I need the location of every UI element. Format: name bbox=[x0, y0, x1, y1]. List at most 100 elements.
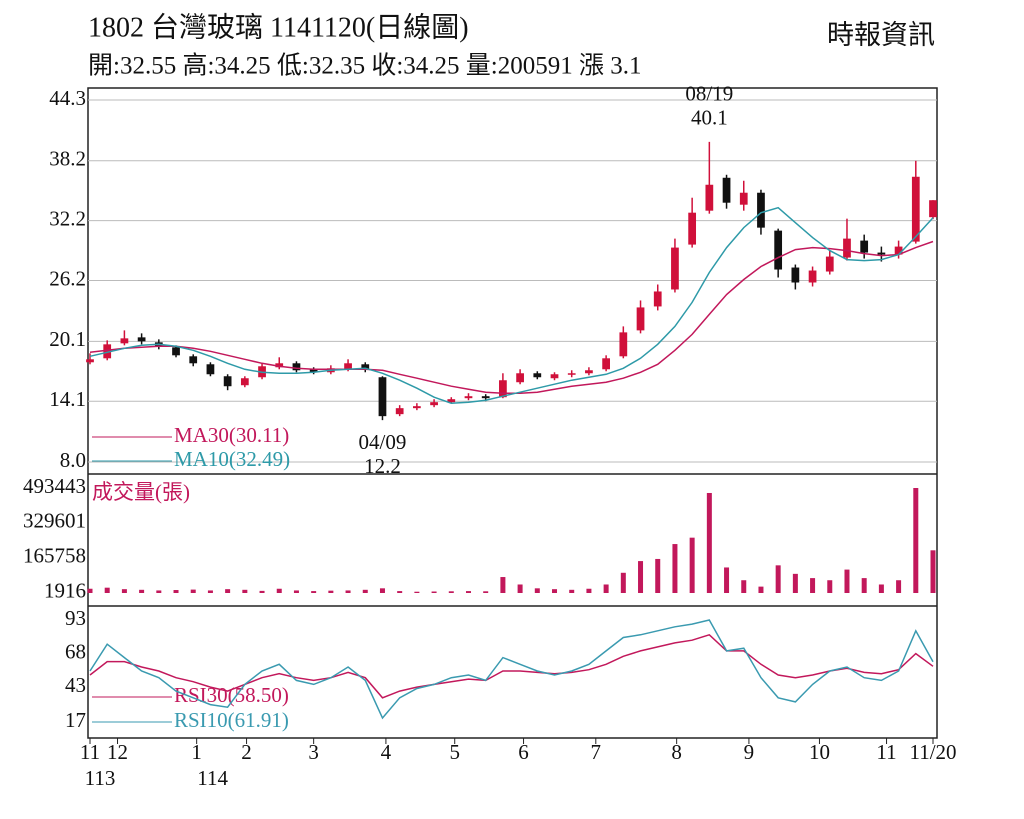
bar bbox=[792, 573, 798, 593]
y-tick-label: 93 bbox=[65, 606, 86, 630]
bar bbox=[173, 590, 179, 593]
candle-body bbox=[791, 267, 800, 283]
bar bbox=[465, 591, 471, 593]
y-tick-label: 8.0 bbox=[60, 448, 86, 472]
candle-body bbox=[206, 364, 215, 375]
frame bbox=[87, 87, 938, 739]
candle-body bbox=[103, 344, 112, 359]
line bbox=[89, 619, 934, 720]
y-tick-label: 17 bbox=[65, 708, 86, 732]
candle-body bbox=[877, 252, 886, 255]
legend-label: MA10(32.49) bbox=[174, 447, 290, 471]
candle-body bbox=[430, 402, 438, 406]
bar bbox=[861, 578, 867, 593]
x-tick-label: 11/20 bbox=[909, 740, 956, 764]
bar bbox=[397, 591, 403, 593]
bar bbox=[431, 591, 437, 593]
bar bbox=[448, 591, 454, 593]
annotation-value: 12.2 bbox=[364, 454, 401, 478]
bar bbox=[87, 588, 93, 593]
candle-body bbox=[860, 240, 869, 253]
candle-body bbox=[619, 332, 628, 357]
bar bbox=[810, 578, 816, 593]
candle-body bbox=[481, 396, 490, 399]
bar bbox=[655, 558, 661, 593]
volume-title: 成交量(張) bbox=[92, 480, 190, 504]
line bbox=[89, 206, 934, 404]
y-tick-label: 43 bbox=[65, 673, 86, 697]
bar bbox=[156, 590, 162, 593]
x-tick-label: 7 bbox=[591, 740, 602, 764]
bar bbox=[706, 492, 712, 593]
bar bbox=[827, 580, 833, 593]
chart-title: 1802 台灣玻璃 1141120(日線圖) bbox=[88, 11, 469, 43]
x-tick-label: 9 bbox=[744, 740, 755, 764]
bar bbox=[207, 590, 213, 593]
candle-body bbox=[636, 307, 645, 331]
x-tick-label: 2 bbox=[241, 740, 252, 764]
candle-body bbox=[137, 337, 146, 342]
bar bbox=[379, 588, 385, 593]
x-tick-label: 11 bbox=[80, 740, 100, 764]
bar bbox=[552, 589, 558, 593]
bar bbox=[328, 590, 334, 593]
bar bbox=[362, 589, 368, 593]
bar bbox=[896, 580, 902, 593]
candle-body bbox=[516, 373, 524, 383]
x-tick-label: 3 bbox=[308, 740, 319, 764]
candle-body bbox=[567, 373, 576, 375]
bar bbox=[672, 544, 678, 593]
y-tick-label: 493443 bbox=[23, 474, 86, 498]
bar bbox=[741, 580, 747, 593]
y-tick-label: 38.2 bbox=[49, 147, 86, 171]
candle-body bbox=[86, 359, 94, 363]
bar bbox=[345, 590, 351, 593]
bar bbox=[190, 589, 196, 593]
y-tick-label: 14.1 bbox=[49, 387, 86, 411]
y-tick-label: 44.3 bbox=[49, 86, 86, 110]
bar bbox=[913, 488, 919, 593]
summary: 開:32.55 高:34.25 低:32.35 收:34.25 量:200591… bbox=[88, 52, 641, 80]
candle-body bbox=[808, 270, 817, 283]
candle-body bbox=[533, 373, 542, 378]
candle-body bbox=[757, 192, 765, 228]
x-tick-label: 6 bbox=[518, 740, 529, 764]
candle-body bbox=[275, 363, 284, 368]
bar bbox=[930, 550, 936, 593]
bar bbox=[500, 577, 506, 593]
candle-body bbox=[774, 230, 783, 270]
candle-body bbox=[825, 256, 834, 272]
x-tick-label: 10 bbox=[809, 740, 830, 764]
x-tick-label: 4 bbox=[381, 740, 392, 764]
candle-body bbox=[688, 212, 697, 245]
candle-body bbox=[671, 247, 679, 290]
bar bbox=[293, 590, 299, 593]
candle-body bbox=[911, 176, 920, 242]
bar bbox=[276, 588, 282, 593]
candle-body bbox=[739, 192, 748, 205]
candle-body bbox=[223, 376, 232, 387]
candle-body bbox=[499, 380, 507, 398]
bar bbox=[689, 537, 695, 593]
x-tick-label: 12 bbox=[107, 740, 128, 764]
candle-body bbox=[395, 408, 404, 415]
y-tick-label: 32.2 bbox=[49, 206, 86, 230]
bar bbox=[620, 572, 626, 593]
bar bbox=[414, 591, 420, 593]
bar bbox=[517, 584, 523, 593]
candle-body bbox=[894, 246, 903, 255]
bar bbox=[225, 589, 231, 593]
candle-body bbox=[172, 347, 180, 356]
bar bbox=[121, 589, 127, 593]
year-label: 113 bbox=[85, 766, 116, 790]
bar bbox=[534, 588, 540, 593]
annotation-value: 40.1 bbox=[691, 106, 728, 130]
bar bbox=[878, 584, 884, 593]
candle-body bbox=[120, 338, 129, 344]
bar bbox=[724, 567, 730, 593]
candle-body bbox=[464, 396, 473, 399]
source: 時報資訊 bbox=[827, 20, 935, 50]
candle-body bbox=[292, 363, 301, 371]
bar bbox=[758, 586, 764, 593]
y-tick-label: 1916 bbox=[44, 578, 86, 602]
